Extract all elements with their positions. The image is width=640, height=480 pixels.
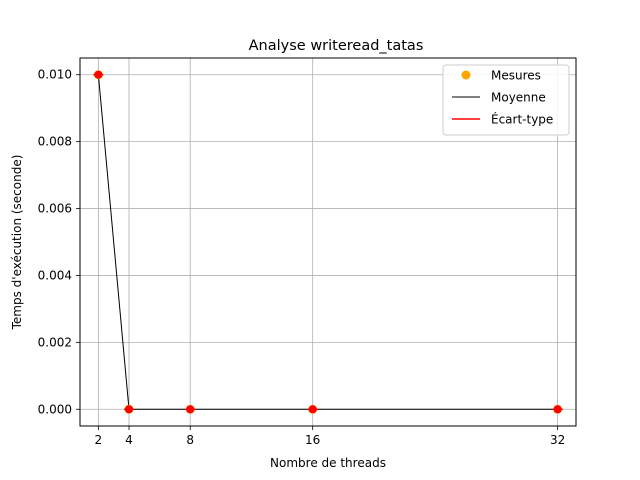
legend-label-ecart-type: Écart-type: [491, 112, 553, 127]
errorbar-point-ecart-type: [308, 405, 317, 414]
x-tick-label: 32: [550, 433, 565, 447]
errorbar-point-ecart-type: [94, 70, 103, 79]
y-axis: 0.000 0.002 0.004 0.006 0.008 0.010: [38, 68, 80, 416]
plot-area: [93, 70, 563, 414]
x-axis: 2 4 8 16 32: [95, 426, 565, 447]
y-tick-label: 0.006: [38, 202, 72, 216]
x-tick-label: 2: [95, 433, 103, 447]
y-tick-label: 0.008: [38, 135, 72, 149]
x-tick-label: 4: [125, 433, 133, 447]
errorbar-point-ecart-type: [124, 405, 133, 414]
axes-frame: [79, 57, 577, 427]
x-tick-label: 16: [305, 433, 320, 447]
legend-marker-mesures: [461, 70, 471, 80]
y-tick-label: 0.002: [38, 335, 72, 349]
x-axis-label: Nombre de threads: [270, 456, 386, 470]
errorbar-point-ecart-type: [186, 405, 195, 414]
y-tick-label: 0.010: [38, 68, 72, 82]
y-tick-label: 0.004: [38, 268, 72, 282]
errorbar-point-ecart-type: [553, 405, 562, 414]
legend-label-moyenne: Moyenne: [491, 91, 546, 105]
legend: Mesures Moyenne Écart-type: [442, 64, 570, 136]
legend-label-mesures: Mesures: [491, 69, 541, 83]
chart-title: Analyse writeread_tatas: [249, 38, 424, 54]
x-tick-label: 8: [186, 433, 194, 447]
legend-box: [442, 64, 570, 136]
y-tick-label: 0.000: [38, 402, 72, 416]
y-axis-label: Temps d'exécution (seconde): [10, 155, 24, 331]
